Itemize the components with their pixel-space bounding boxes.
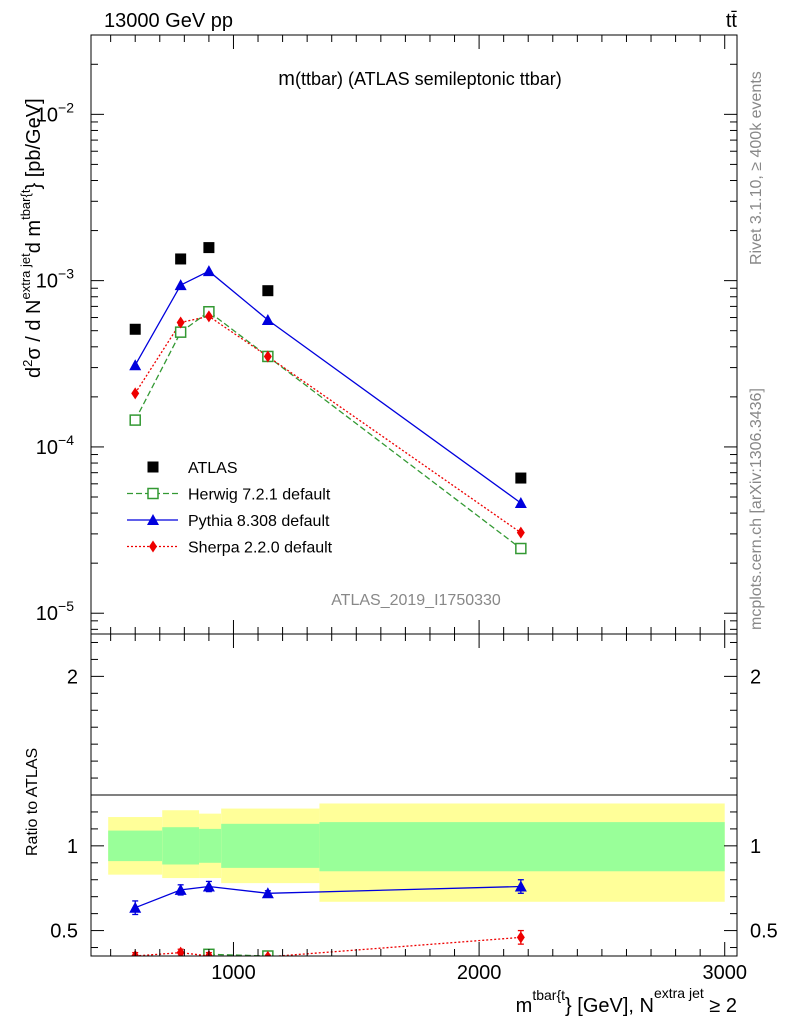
main-point-sherpa — [204, 310, 213, 323]
main-y-tick-label: 10−2 — [36, 99, 74, 126]
main-point-sherpa — [131, 387, 140, 400]
main-point-pythia — [202, 265, 215, 277]
main-line-herwig — [134, 310, 522, 550]
analysis-id: ATLAS_2019_I1750330 — [331, 592, 501, 609]
main-point-sherpa — [263, 350, 272, 363]
main-point-sherpa — [176, 316, 185, 329]
ratio-line-sherpa — [135, 936, 521, 956]
main-point-herwig — [129, 414, 141, 426]
legend-label-herwig: Herwig 7.2.1 default — [188, 487, 331, 504]
legend-marker-pythia — [147, 514, 159, 525]
x-tick-label: 2000 — [457, 962, 502, 984]
ratio-point-pythia — [202, 880, 215, 892]
ratio-band-green — [108, 830, 163, 862]
rivet-label: Rivet 3.1.10, ≥ 400k events — [748, 71, 765, 265]
ratio-point-pythia — [514, 880, 527, 892]
ratio-point-pythia — [129, 901, 142, 913]
ratio-y-tick-label-right: 0.5 — [750, 921, 778, 943]
process-label: tt̄ — [726, 10, 738, 32]
legend-label-pythia: Pythia 8.308 default — [188, 513, 330, 530]
main-point-pythia — [174, 279, 187, 291]
ratio-y-axis-label: Ratio to ATLAS — [24, 748, 41, 856]
ratio-point-pythia — [261, 887, 274, 899]
ratio-point-pythia — [174, 883, 187, 895]
main-point-pythia — [514, 497, 527, 509]
main-y-tick-label: 10−5 — [36, 598, 74, 625]
main-series-layer — [129, 242, 527, 555]
ratio-band-green — [162, 827, 200, 865]
ratio-y-tick-label-right: 1 — [750, 836, 761, 858]
x-axis-label: mtbar{t} [GeV], Nextra jet ≥ 2 — [516, 985, 737, 1017]
main-y-tick-label: 10−3 — [36, 266, 74, 293]
ratio-band-green — [199, 828, 222, 863]
main-point-pythia — [261, 313, 274, 325]
main-point-atlas — [262, 285, 274, 297]
ratio-band-green — [319, 822, 725, 872]
ratio-y-tick-label-right: 2 — [750, 666, 761, 688]
ratio-point-sherpa — [264, 950, 272, 956]
main-point-atlas — [129, 323, 141, 335]
main-y-tick-label: 10−4 — [36, 432, 74, 459]
ratio-y-tick-label-left: 2 — [67, 666, 78, 688]
legend-label-sherpa: Sherpa 2.2.0 default — [188, 540, 333, 557]
x-tick-label: 3000 — [702, 962, 747, 984]
energy-label: 13000 GeV pp — [104, 10, 233, 32]
ratio-point-sherpa — [516, 931, 525, 944]
main-point-atlas — [175, 253, 187, 265]
main-point-atlas — [203, 242, 215, 254]
legend-marker-atlas — [147, 461, 159, 473]
main-point-herwig — [174, 326, 187, 338]
legend-marker-herwig — [147, 487, 159, 500]
main-y-axis-label: d2σ / d Nextra jetd mtbar{t} [pb/GeV] — [18, 98, 45, 378]
main-point-atlas — [515, 472, 527, 484]
main-point-sherpa — [516, 526, 525, 539]
legend: ATLAS Herwig 7.2.1 default Pythia 8.308 de… — [127, 460, 333, 557]
ratio-band-green — [221, 823, 320, 868]
ratio-y-tick-label-left: 0.5 — [50, 921, 78, 943]
mcplots-label: mcplots.cern.ch [arXiv:1306.3436] — [748, 388, 765, 630]
legend-marker-sherpa — [149, 540, 157, 553]
main-point-herwig — [515, 542, 527, 555]
ratio-point-sherpa — [176, 946, 185, 956]
chart-title: m(ttbar) (ATLAS semileptonic ttbar) — [278, 68, 561, 90]
x-tick-label: 1000 — [211, 962, 256, 984]
legend-label-atlas: ATLAS — [188, 460, 238, 477]
ratio-y-tick-label-left: 1 — [67, 836, 78, 858]
main-point-pythia — [129, 359, 142, 371]
